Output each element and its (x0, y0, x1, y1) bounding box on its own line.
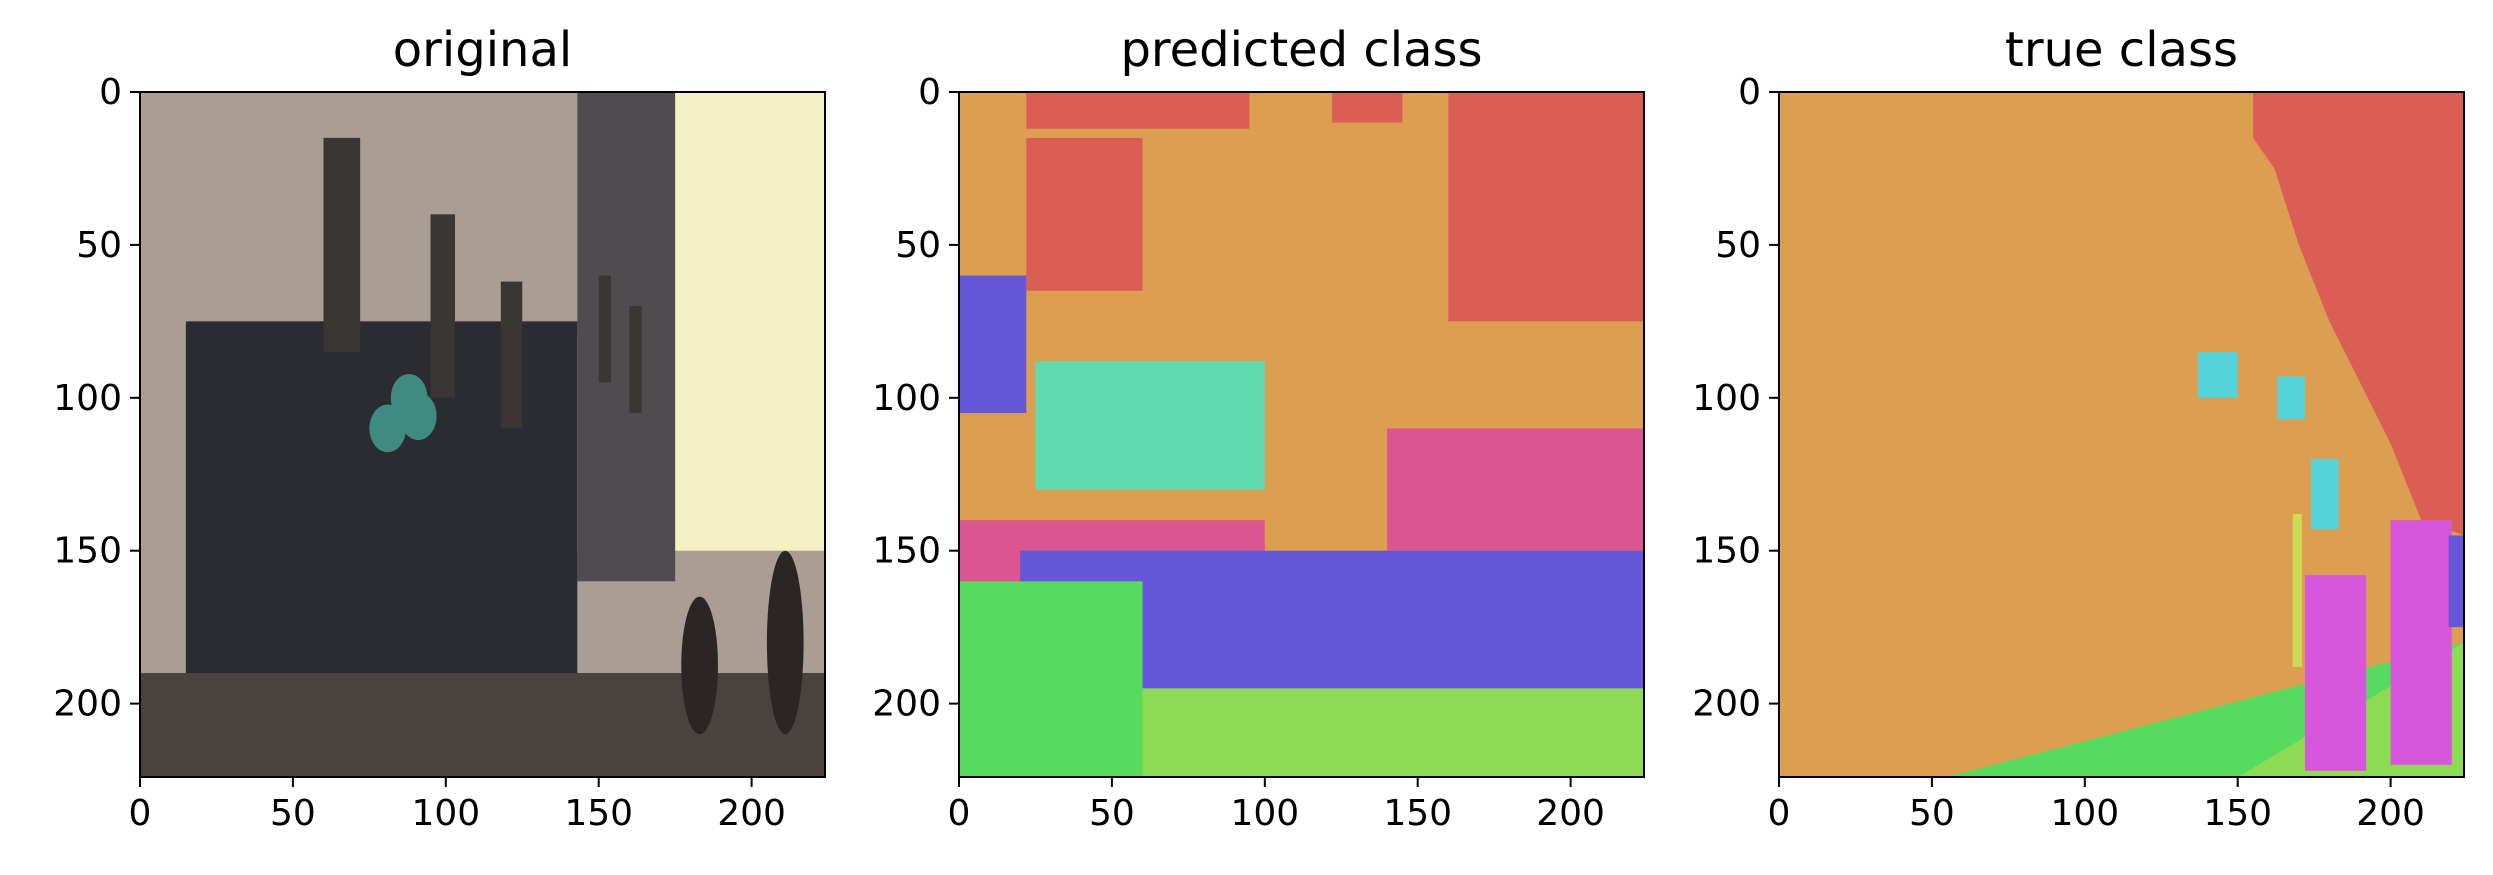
region-pavement (140, 673, 825, 777)
y-tick-label: 0 (918, 72, 941, 113)
axes-frame (1778, 91, 2465, 778)
x-tick-label: 150 (2203, 793, 2272, 834)
balloon-shape (399, 392, 437, 441)
balloon-shape (369, 404, 407, 453)
region-class-mint (1035, 361, 1265, 490)
window-shape (500, 281, 523, 429)
y-tick-label: 0 (1738, 72, 1761, 113)
region-class-red (1026, 137, 1143, 291)
region-class-pink (1387, 428, 1644, 551)
panel-original: 0 50 100 150 200 0 50 100 150 200 original (53, 22, 826, 834)
x-tick-label: 0 (129, 793, 152, 834)
y-tick-label: 50 (895, 225, 941, 266)
x-tick-label: 100 (1230, 793, 1299, 834)
region-class-magenta (2304, 575, 2367, 771)
y-tick-label: 50 (1715, 225, 1761, 266)
region-class-blue (2448, 535, 2464, 628)
panel-title: predicted class (1120, 22, 1482, 78)
region-dark-building (577, 92, 676, 582)
x-tick-label: 150 (1383, 793, 1452, 834)
plot-area (1779, 92, 2464, 777)
x-tick-label: 200 (717, 793, 786, 834)
window-shape (430, 214, 455, 398)
panel-title: original (393, 22, 572, 78)
panel-title: true class (2005, 22, 2238, 78)
window-shape (323, 137, 361, 352)
x-tick-label: 0 (1768, 793, 1791, 834)
x-tick-label: 50 (1089, 793, 1135, 834)
x-tick-label: 200 (2356, 793, 2425, 834)
region-class-green (959, 581, 1143, 777)
y-tick-label: 200 (53, 684, 122, 725)
y-tick-label: 100 (1692, 378, 1761, 419)
region-class-blue (959, 275, 1027, 414)
region-class-magenta (2390, 520, 2452, 765)
axes-frame (139, 91, 826, 778)
x-tick-label: 200 (1536, 793, 1605, 834)
x-tick-label: 100 (2050, 793, 2119, 834)
y-tick-label: 150 (872, 531, 941, 572)
panel-true-class: 0 50 100 150 200 0 50 100 150 200 true class (1692, 22, 2465, 834)
x-tick-label: 100 (411, 793, 480, 834)
y-tick-label: 0 (99, 72, 122, 113)
region-class-red (1448, 92, 1644, 322)
axes-frame (958, 91, 1645, 778)
cyclist-shape (681, 596, 718, 735)
y-tick-label: 50 (76, 225, 122, 266)
y-tick-label: 100 (53, 378, 122, 419)
x-tick-label: 0 (948, 793, 971, 834)
y-tick-label: 150 (1692, 531, 1761, 572)
region-class-red (2252, 92, 2464, 536)
plot-area (959, 92, 1644, 777)
x-tick-label: 50 (270, 793, 316, 834)
plot-area (140, 92, 825, 777)
y-tick-label: 100 (872, 378, 941, 419)
window-shape (598, 275, 611, 383)
panel-predicted-class: 0 50 100 150 200 0 50 100 150 200 predicted class (872, 22, 1645, 834)
cyclist-shape (766, 550, 804, 735)
region-class-lime (1142, 688, 1644, 777)
region-class-cyan (2311, 458, 2339, 530)
x-tick-label: 150 (564, 793, 633, 834)
x-tick-label: 50 (1909, 793, 1955, 834)
region-class-red (1332, 92, 1403, 123)
region-class-cyan (2277, 376, 2305, 420)
region-class-cyan (2197, 351, 2238, 398)
y-tick-label: 150 (53, 531, 122, 572)
region-class-red (1026, 92, 1250, 129)
region-class-yellow (2292, 514, 2302, 667)
y-tick-label: 200 (872, 684, 941, 725)
window-shape (629, 306, 642, 414)
y-tick-label: 200 (1692, 684, 1761, 725)
